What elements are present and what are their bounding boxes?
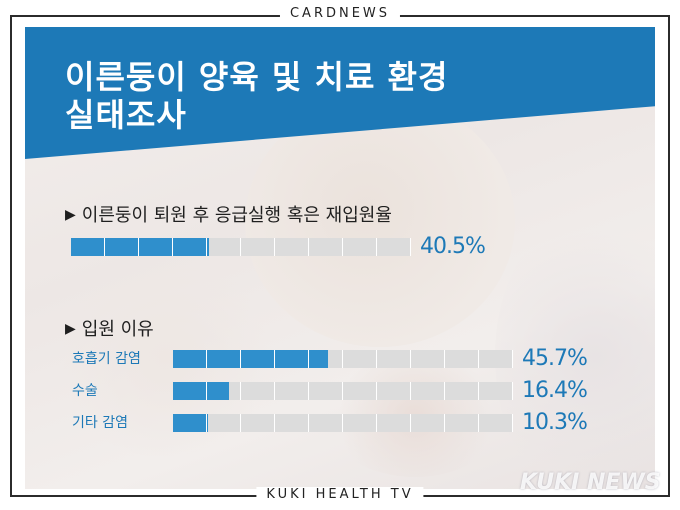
section-readmission-heading: ▶ 이른둥이 퇴원 후 응급실행 혹은 재입원율 [65, 204, 392, 227]
reason-label-other-infection: 기타 감염 [72, 415, 128, 431]
reason-label-respiratory: 호흡기 감염 [72, 351, 141, 367]
reason-bar-surgery [173, 382, 513, 400]
section-readmission-heading-text: 이른둥이 퇴원 후 응급실행 혹은 재입원율 [81, 205, 392, 226]
reason-value-respiratory: 45.7% [522, 346, 588, 371]
page-title: 이른둥이 양육 및 치료 환경 실태조사 [65, 58, 565, 134]
reason-bar-other-infection [173, 414, 513, 432]
triangle-right-icon: ▶ [65, 321, 76, 337]
readmission-bar [71, 238, 411, 256]
reason-value-other-infection: 10.3% [522, 410, 588, 435]
reason-value-surgery: 16.4% [522, 378, 588, 403]
footer-tag: KUKI HEALTH TV [256, 487, 424, 503]
reason-label-surgery: 수술 [72, 383, 98, 399]
section-reason-heading: ▶ 입원 이유 [65, 318, 154, 341]
bar-segment-dividers [71, 238, 411, 256]
bar-segment-dividers [173, 350, 513, 368]
bar-segment-dividers [173, 382, 513, 400]
readmission-value: 40.5% [420, 234, 486, 259]
section-reason-heading-text: 입원 이유 [81, 319, 154, 340]
reason-bar-respiratory [173, 350, 513, 368]
header-tag: CARDNEWS [279, 6, 401, 22]
bar-segment-dividers [173, 414, 513, 432]
title-line-1: 이른둥이 양육 및 치료 환경 [65, 58, 449, 96]
triangle-right-icon: ▶ [65, 207, 76, 223]
watermark-logo: KUKI NEWS [520, 470, 661, 495]
photo-blur-shape [245, 97, 515, 347]
title-line-2: 실태조사 [65, 96, 187, 134]
photo-blur-shape [495, 207, 655, 489]
